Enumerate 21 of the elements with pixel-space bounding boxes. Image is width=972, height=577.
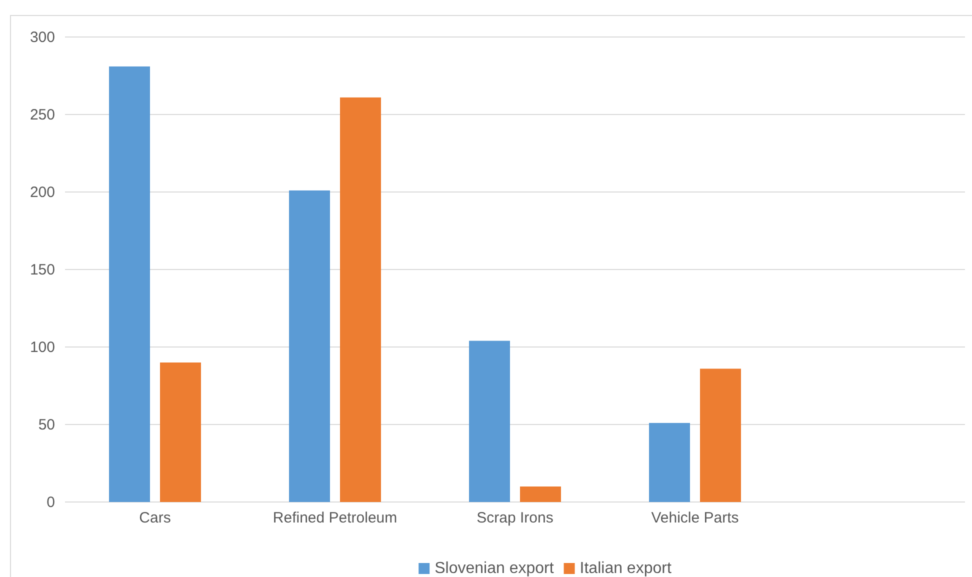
y-tick-label: 50 xyxy=(38,416,55,434)
y-tick-label: 150 xyxy=(30,261,55,278)
x-tick-label: Refined Petroleum xyxy=(272,510,398,527)
x-tick-label: Vehicle Parts xyxy=(651,510,739,527)
bar xyxy=(289,190,330,502)
y-tick-label: 250 xyxy=(30,106,55,124)
legend-label: Italian export xyxy=(580,560,672,577)
bar xyxy=(520,486,561,502)
legend-label: Slovenian export xyxy=(434,560,554,577)
bar xyxy=(109,66,150,502)
y-tick-label: 300 xyxy=(30,28,55,46)
bar xyxy=(700,368,741,502)
y-tick-label: 0 xyxy=(46,494,55,511)
bar xyxy=(160,362,201,502)
x-tick-label: Cars xyxy=(139,510,171,527)
x-tick-label: Scrap Irons xyxy=(476,510,554,527)
bar xyxy=(649,422,690,502)
y-tick-label: 100 xyxy=(30,338,55,356)
y-tick-label: 200 xyxy=(30,184,55,201)
bar xyxy=(340,97,381,502)
bar xyxy=(469,340,510,502)
